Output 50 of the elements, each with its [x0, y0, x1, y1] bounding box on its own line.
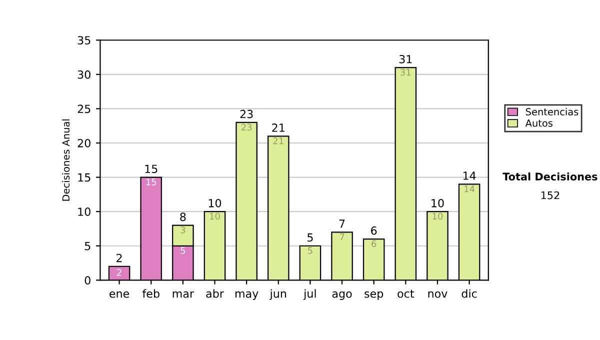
legend-label: Sentencias	[526, 108, 578, 116]
y-tick-label: 0	[84, 276, 90, 285]
data-label: 14	[464, 186, 475, 192]
y-tick-label: 5	[84, 242, 90, 250]
total-label: 31	[399, 54, 412, 64]
data-label: 5	[180, 247, 186, 254]
data-label: 7	[340, 234, 344, 240]
data-label: 10	[210, 212, 220, 220]
data-label: 10	[432, 212, 443, 220]
total-label: 21	[272, 124, 284, 132]
total-label: 10	[208, 198, 222, 208]
text: Total Decisiones	[502, 172, 598, 180]
data-label: 5	[308, 247, 312, 254]
x-tick-label: nov	[428, 291, 448, 298]
total-label: 7	[339, 220, 345, 228]
y-tick-label: 10	[78, 208, 90, 216]
x-tick-label: jul	[303, 289, 316, 300]
y-tick-label: 25	[78, 104, 90, 114]
total-label: 2	[116, 254, 122, 262]
x-tick-label: jun	[270, 289, 286, 300]
total-label: 15	[145, 164, 158, 174]
x-tick-label: dic	[462, 289, 477, 298]
total-label: 14	[463, 172, 476, 180]
x-tick-label: mar	[172, 291, 194, 298]
total-label: 6	[371, 226, 377, 235]
data-label: 23	[241, 124, 252, 131]
x-tick-label: feb	[142, 289, 160, 298]
y-axis-title: Decisiones Anual	[62, 119, 70, 201]
data-label: 2	[117, 269, 122, 276]
data-label: 3	[180, 226, 186, 234]
data-label: 15	[146, 178, 156, 186]
data-label: 31	[400, 68, 411, 76]
y-tick-label: 35	[78, 36, 90, 44]
legend-label: Autos	[525, 120, 552, 127]
x-tick-label: ago	[332, 291, 352, 300]
y-tick-label: 15	[78, 173, 90, 182]
total-label: 10	[432, 198, 444, 208]
total-label: 5	[308, 233, 313, 242]
total-label: 8	[180, 212, 186, 222]
x-tick-label: abr	[206, 289, 224, 298]
x-tick-label: sep	[364, 291, 384, 300]
data-label: 21	[273, 137, 284, 144]
y-tick-label: 20	[78, 138, 90, 148]
x-tick-label: oct	[398, 290, 414, 298]
y-tick-label: 30	[78, 70, 90, 79]
text: 152	[541, 191, 560, 200]
data-label: 6	[372, 240, 376, 248]
total-label: 23	[240, 110, 253, 118]
x-tick-label: ene	[110, 291, 130, 298]
x-tick-label: may	[235, 291, 258, 300]
